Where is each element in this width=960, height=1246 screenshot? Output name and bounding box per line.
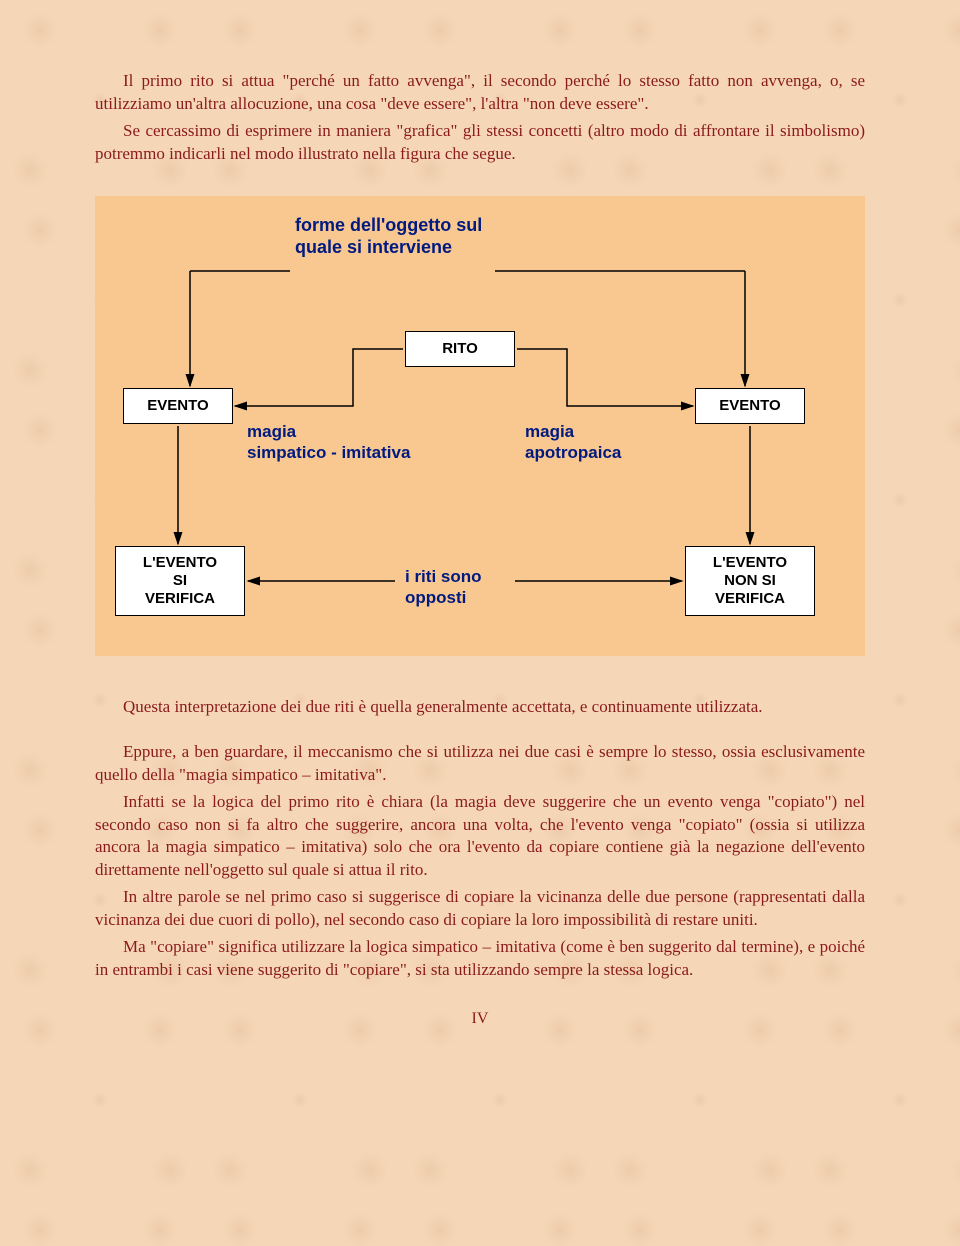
label-riti-l1: i riti sono <box>405 567 482 586</box>
node-evento-right: EVENTO <box>695 388 805 424</box>
node-rito: RITO <box>405 331 515 367</box>
node-evento-left: EVENTO <box>123 388 233 424</box>
label-magia-simp-l2: simpatico - imitativa <box>247 443 410 462</box>
label-magia-apotropaica: magia apotropaica <box>525 421 621 464</box>
label-riti-l2: opposti <box>405 588 466 607</box>
page-content: Il primo rito si attua "perché un fatto … <box>0 0 960 1068</box>
node-rito-label: RITO <box>442 340 478 358</box>
node-evento-right-label: EVENTO <box>719 397 780 415</box>
diagram-title: forme dell'oggetto sul quale si intervie… <box>295 214 482 259</box>
diagram-title-line1: forme dell'oggetto sul <box>295 215 482 235</box>
paragraph-4: Eppure, a ben guardare, il meccanismo ch… <box>95 741 865 787</box>
paragraph-7: Ma "copiare" significa utilizzare la log… <box>95 936 865 982</box>
paragraph-1: Il primo rito si attua "perché un fatto … <box>95 70 865 116</box>
paragraph-5: Infatti se la logica del primo rito è ch… <box>95 791 865 883</box>
diagram-title-line2: quale si interviene <box>295 237 452 257</box>
paragraph-3: Questa interpretazione dei due riti è qu… <box>95 696 865 719</box>
node-verifica-si: L'EVENTO SI VERIFICA <box>115 546 245 616</box>
label-magia-apo-l2: apotropaica <box>525 443 621 462</box>
label-magia-apo-l1: magia <box>525 422 574 441</box>
node-verifica-si-label: L'EVENTO SI VERIFICA <box>143 554 217 608</box>
label-magia-simp-l1: magia <box>247 422 296 441</box>
label-riti-opposti: i riti sono opposti <box>405 566 482 609</box>
node-verifica-no-label: L'EVENTO NON SI VERIFICA <box>713 554 787 608</box>
paragraph-6: In altre parole se nel primo caso si sug… <box>95 886 865 932</box>
paragraph-2: Se cercassimo di esprimere in maniera "g… <box>95 120 865 166</box>
page-number: IV <box>95 1010 865 1028</box>
node-verifica-no: L'EVENTO NON SI VERIFICA <box>685 546 815 616</box>
label-magia-simpatico: magia simpatico - imitativa <box>247 421 410 464</box>
node-evento-left-label: EVENTO <box>147 397 208 415</box>
diagram: forme dell'oggetto sul quale si intervie… <box>95 196 865 656</box>
